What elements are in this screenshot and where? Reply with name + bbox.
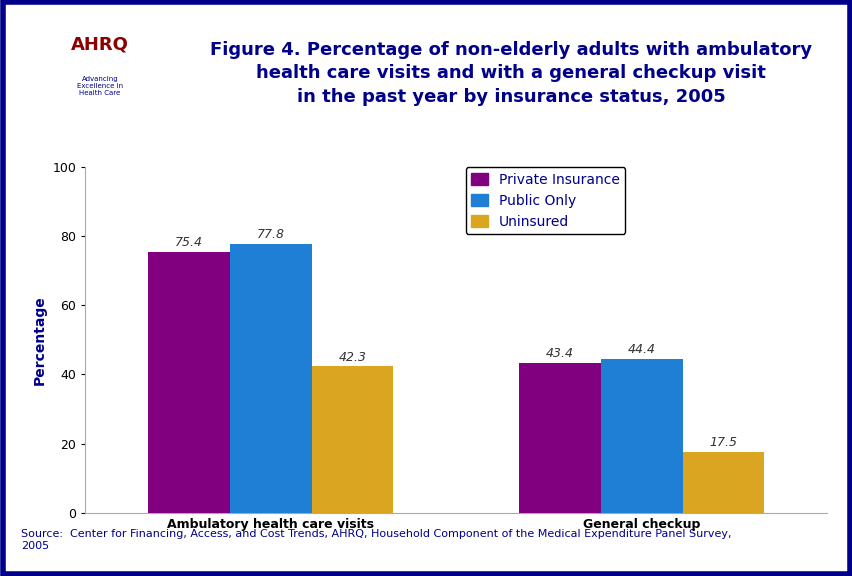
Y-axis label: Percentage: Percentage — [33, 295, 47, 385]
Bar — [230, 244, 311, 513]
Text: 42.3: 42.3 — [338, 351, 366, 363]
Text: 43.4: 43.4 — [545, 347, 573, 360]
Bar — [311, 366, 393, 513]
Bar — [48, 16, 152, 109]
Bar — [601, 359, 682, 513]
Text: Figure 4. Percentage of non-elderly adults with ambulatory
health care visits an: Figure 4. Percentage of non-elderly adul… — [210, 41, 811, 106]
Text: 44.4: 44.4 — [627, 343, 655, 357]
Text: Advancing
Excellence in
Health Care: Advancing Excellence in Health Care — [77, 76, 123, 96]
Bar — [682, 452, 763, 513]
Bar — [148, 252, 230, 513]
Text: 75.4: 75.4 — [175, 236, 203, 249]
Text: Source:  Center for Financing, Access, and Cost Trends, AHRQ, Household Componen: Source: Center for Financing, Access, an… — [21, 529, 731, 551]
Bar — [519, 363, 601, 513]
Legend: Private Insurance, Public Only, Uninsured: Private Insurance, Public Only, Uninsure… — [465, 167, 625, 234]
Text: 77.8: 77.8 — [256, 228, 285, 241]
Text: 17.5: 17.5 — [709, 437, 737, 449]
Text: AHRQ: AHRQ — [71, 36, 129, 54]
